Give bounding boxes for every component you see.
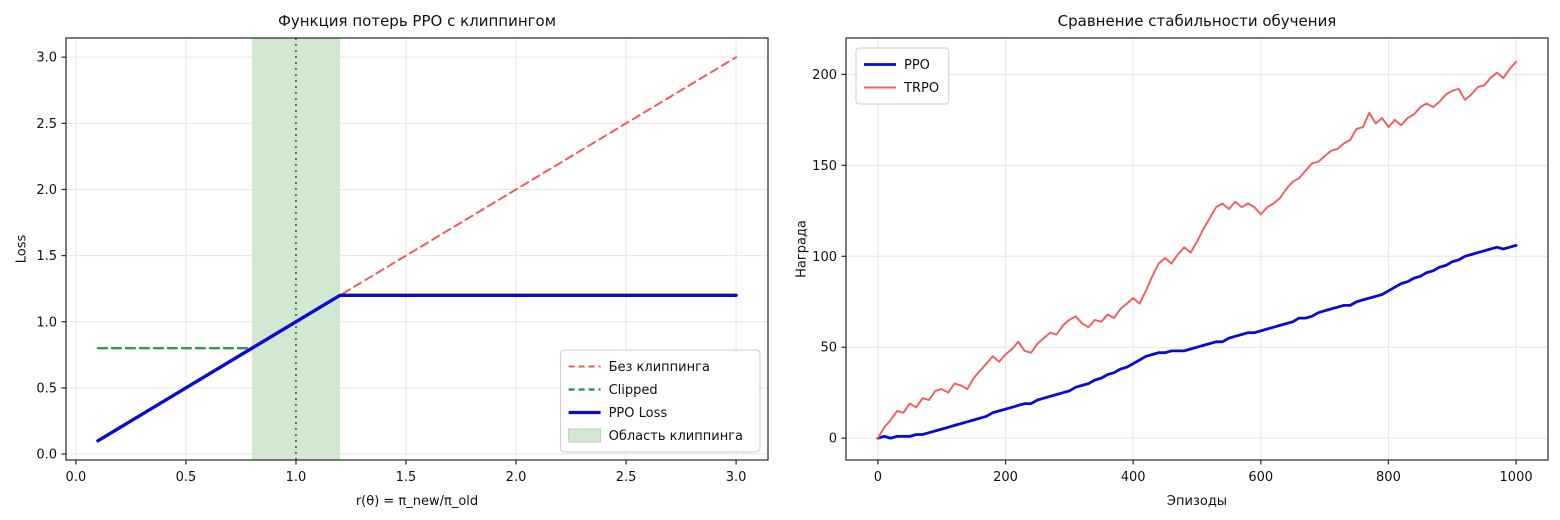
- y-axis-label: Loss: [14, 234, 30, 264]
- x-tick-label: 1000: [1500, 470, 1533, 485]
- legend-label: Без клиппинга: [609, 360, 710, 375]
- chart-title: Сравнение стабильности обучения: [1057, 12, 1337, 30]
- legend-label: PPO Loss: [609, 406, 668, 421]
- y-axis-label: Награда: [794, 220, 810, 278]
- x-axis-label: Эпизоды: [1166, 494, 1228, 509]
- axes-spines: [845, 37, 1549, 461]
- x-tick-label: 2.0: [506, 470, 527, 485]
- chart-training-stability: 0 200 400 600 800 1000 0 50 100 150 200 PPO TRPO Сра…: [780, 0, 1560, 520]
- x-tick-label: 800: [1376, 470, 1401, 485]
- legend-box: [855, 47, 950, 105]
- x-tick-label: 600: [1248, 470, 1273, 485]
- axes-spines: [65, 37, 769, 461]
- y-tick-label: 2.0: [36, 183, 57, 198]
- legend-label: Область клиппинга: [609, 429, 743, 444]
- y-tick-label: 1.0: [36, 315, 57, 330]
- x-tick-label: 3.0: [726, 470, 747, 485]
- chart-title: Функция потерь PPO с клиппингом: [277, 12, 557, 30]
- legend-label: PPO: [904, 58, 930, 73]
- legend-label: Clipped: [609, 383, 658, 398]
- y-tick-label: 50: [820, 341, 837, 356]
- x-tick-label: 1.0: [286, 470, 307, 485]
- legend-box: [560, 349, 761, 453]
- series-line-trpo: [876, 60, 1518, 440]
- legend-sample-patch: [568, 428, 602, 443]
- x-tick-label: 0.0: [66, 470, 87, 485]
- y-tick-label: 100: [812, 250, 837, 265]
- legend-label: TRPO: [903, 81, 939, 96]
- chart-ppo-loss-function: 0.0 0.5 1.0 1.5 2.0 2.5 3.0 0.0 0.5 1.0 1.5 2.0 2.5 3…: [14, 12, 769, 509]
- y-tick-label: 2.5: [36, 117, 57, 132]
- legend: PPO TRPO: [855, 47, 950, 105]
- x-tick-label: 0: [874, 470, 882, 485]
- y-tick-label: 0.0: [36, 448, 57, 463]
- series-line-ppo: [876, 243, 1518, 440]
- plot-svg-ppo-loss: 0.0 0.5 1.0 1.5 2.0 2.5 3.0 0.0 0.5 1.0 1.5 2.0 2.5 3…: [36, 37, 769, 485]
- y-tick-label: 1.5: [36, 249, 57, 264]
- y-tick-label: 0.5: [36, 381, 57, 396]
- x-tick-label: 2.5: [616, 470, 637, 485]
- x-tick-label: 1.5: [396, 470, 417, 485]
- plot-svg-training-stability: 0 200 400 600 800 1000 0 50 100 150 200 PPO TRPO: [812, 37, 1549, 485]
- y-tick-label: 150: [812, 159, 837, 174]
- legend: Без клиппинга Clipped PPO Loss Область клип…: [560, 349, 761, 453]
- x-tick-label: 400: [1121, 470, 1146, 485]
- x-tick-label: 0.5: [176, 470, 197, 485]
- x-axis-label: r(θ) = π_new/π_old: [355, 494, 479, 509]
- y-tick-label: 200: [812, 68, 837, 83]
- x-tick-label: 200: [993, 470, 1018, 485]
- series-line-ppo-loss: [96, 293, 738, 443]
- y-tick-label: 3.0: [36, 51, 57, 66]
- y-tick-label: 0: [829, 432, 837, 447]
